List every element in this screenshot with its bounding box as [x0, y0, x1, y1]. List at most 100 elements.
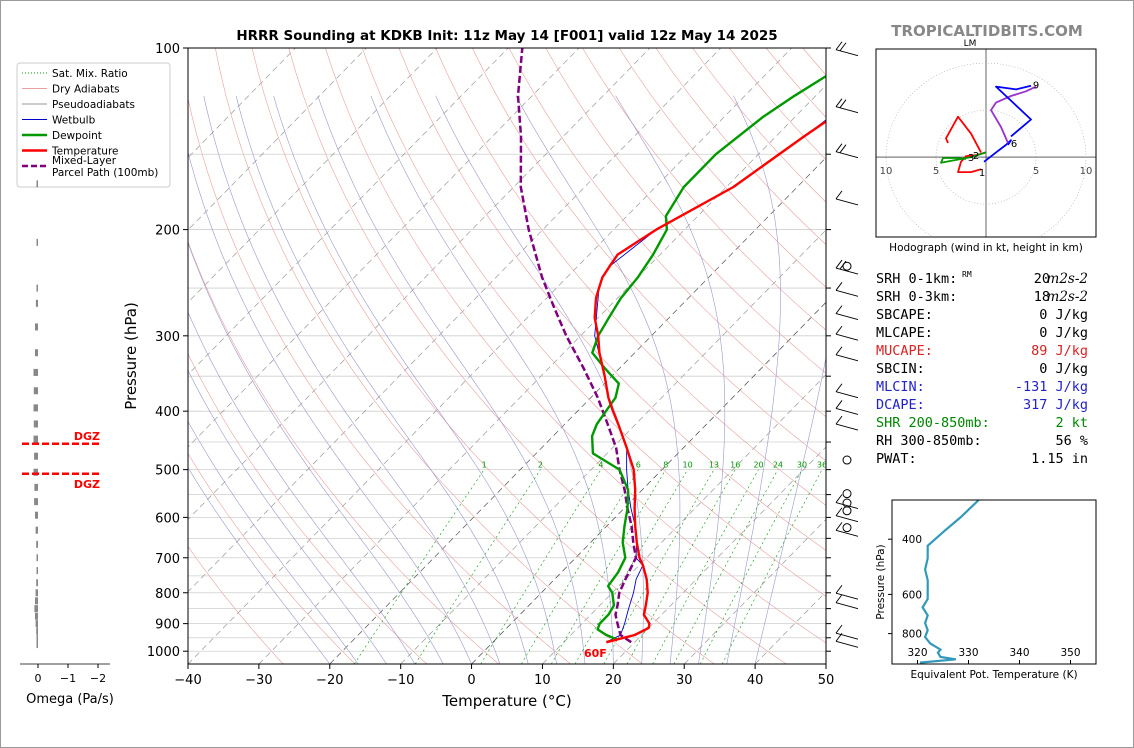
- pseudoadiabat: [726, 95, 781, 664]
- isotherm-line: [329, 157, 826, 664]
- omega-bar: [36, 627, 38, 635]
- pseudoadiabat: [188, 150, 472, 664]
- index-value: 2 kt: [1055, 415, 1088, 431]
- mixing-ratio-line: [480, 469, 602, 664]
- mixing-ratio-label: 4: [598, 461, 603, 470]
- calm-wind-circle: [842, 523, 852, 533]
- index-label: SHR 200-850mb:: [876, 415, 990, 431]
- dry-adiabat: [398, 48, 826, 551]
- hodo-height-label: 9: [1033, 81, 1039, 92]
- dgz-label: DGZ: [74, 478, 100, 491]
- mixing-ratio-label: 8: [663, 461, 668, 470]
- index-row: SRH 0-1km: RM m2s-2 20: [876, 270, 1106, 288]
- omega-bar: [35, 299, 38, 307]
- x-tick-label: −30: [245, 673, 272, 688]
- hodograph-caption: Hodograph (wind in kt, height in km): [889, 242, 1083, 254]
- omega-bar: [34, 483, 38, 491]
- dry-adiabat: [508, 48, 826, 418]
- y-tick-label: 800: [155, 587, 180, 602]
- omega-bar: [35, 511, 38, 519]
- omega-bar: [36, 634, 38, 642]
- omega-bar: [36, 238, 38, 246]
- omega-tick-label: −2: [90, 672, 106, 685]
- y-tick-label: 300: [155, 330, 180, 345]
- pseudoadiabat: [370, 95, 614, 664]
- hodograph: 10 5 5 10 123 6 9 LM Hodograph (wind in kt, h…: [875, 39, 1097, 254]
- wind-barb: [835, 522, 859, 537]
- pseudoadiabat: [188, 420, 359, 664]
- dry-adiabat: [188, 452, 356, 664]
- wind-barb: [835, 584, 859, 600]
- hodo-ring: [885, 62, 1087, 237]
- index-label: SRH 0-1km:: [876, 271, 958, 287]
- hodograph-rm-label: LM: [964, 39, 977, 49]
- wind-barb: [835, 346, 859, 362]
- x-tick-label: −10: [387, 673, 414, 688]
- isotherm-line: [188, 48, 509, 376]
- y-tick-label: 100: [155, 42, 180, 57]
- dry-adiabat: [472, 48, 826, 462]
- calm-wind-circle: [842, 489, 852, 499]
- dry-adiabat: [251, 48, 715, 664]
- dry-adiabat: [545, 48, 826, 374]
- watermark: TROPICALTIDBITS.COM: [891, 22, 1083, 40]
- omega-bar: [36, 641, 38, 649]
- hodo-ring-label: 5: [1033, 166, 1039, 177]
- wind-barb: [835, 632, 859, 648]
- x-tick-label: −20: [316, 673, 343, 688]
- hodo-height-label: 1: [979, 168, 985, 179]
- profile-temperature: [593, 119, 826, 644]
- index-row: SBCIN: 0 J/kg: [876, 360, 1106, 378]
- mixing-ratio-label: 2: [538, 461, 543, 470]
- pseudoadiabat: [273, 95, 557, 664]
- mixing-ratio-line: [721, 469, 823, 664]
- legend-label: Temperature: [51, 146, 119, 158]
- dry-adiabat: [188, 545, 284, 664]
- hodo-segment-9-12km: [995, 84, 1032, 138]
- isotherm-line: [258, 84, 826, 664]
- wind-barb: [835, 325, 859, 341]
- mixing-ratio-label: 36: [817, 461, 827, 470]
- index-label: MLCIN:: [876, 379, 925, 395]
- x-tick-label: −40: [174, 673, 201, 688]
- index-row: MLCAPE: 0 J/kg: [876, 324, 1106, 342]
- mixing-ratio-label: 24: [773, 461, 783, 470]
- mixing-ratio-line: [551, 469, 667, 664]
- index-value: 317 J/kg: [1022, 397, 1088, 413]
- hodo-height-label: 2: [973, 151, 979, 162]
- isotherm-line: [542, 374, 826, 664]
- omega-bar: [35, 589, 38, 597]
- y-tick-label: 600: [155, 511, 180, 526]
- index-unit: m2s-2: [1046, 289, 1088, 305]
- omega-bar: [33, 404, 38, 412]
- omega-tick-label: 0: [35, 672, 42, 685]
- x-tick-label: 40: [747, 673, 764, 688]
- dgz-label: DGZ: [74, 430, 100, 443]
- hodo-segment-upper: [945, 115, 982, 153]
- x-axis-label: Temperature (°C): [441, 692, 571, 710]
- wind-barb: [835, 305, 859, 321]
- omega-bar: [33, 420, 38, 428]
- index-label: SBCAPE:: [876, 307, 933, 323]
- pseudoadiabat: [235, 95, 529, 664]
- theta-x-tick-label: 330: [958, 647, 978, 659]
- mixing-ratio-line: [414, 469, 541, 664]
- index-row: DCAPE: 317 J/kg: [876, 396, 1106, 414]
- index-value: 0 J/kg: [1039, 307, 1088, 323]
- omega-bar: [36, 180, 38, 188]
- theta-y-tick-label: 600: [902, 589, 922, 601]
- pseudoadiabat: [188, 369, 387, 664]
- y-axis-label: Pressure (hPa): [122, 302, 140, 410]
- wind-barb: [835, 41, 859, 57]
- wind-barb: [835, 143, 859, 159]
- mixing-ratio-line: [673, 469, 779, 664]
- hodo-ring-label: 10: [1080, 166, 1093, 177]
- pseudoadiabat: [317, 95, 586, 664]
- pseudoadiabat: [515, 95, 681, 664]
- index-label: RH 300-850mb:: [876, 433, 982, 449]
- index-row: SHR 200-850mb: 2 kt: [876, 414, 1106, 432]
- index-value: 56 %: [1055, 433, 1088, 449]
- hodo-segment-1-3km: [940, 151, 987, 164]
- index-row: MUCAPE: 89 J/kg: [876, 342, 1106, 360]
- isotherm-line: [188, 48, 722, 593]
